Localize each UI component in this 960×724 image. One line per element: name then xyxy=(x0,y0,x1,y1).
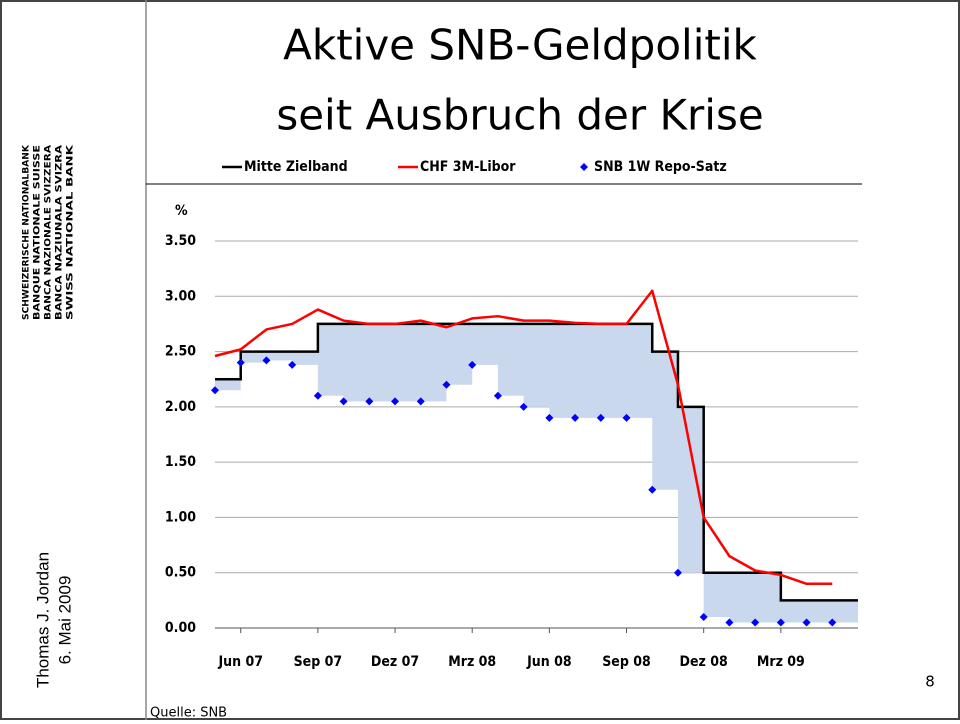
marker xyxy=(699,612,708,621)
marker xyxy=(365,397,374,406)
marker xyxy=(468,360,477,369)
marker xyxy=(622,413,631,422)
logo-line: SWISS NATIONAL BANK xyxy=(66,143,76,320)
y-tick-label: 1.00 xyxy=(165,509,196,525)
source: Quelle: SNB xyxy=(150,706,227,721)
marker xyxy=(442,380,451,389)
x-tick-label: Sep 07 xyxy=(294,654,343,670)
marker xyxy=(416,397,425,406)
marker xyxy=(725,618,734,627)
marker xyxy=(288,360,297,369)
step-line xyxy=(215,322,858,602)
marker xyxy=(339,397,348,406)
marker xyxy=(545,413,554,422)
chart-title: seit Ausbruch der Krise xyxy=(276,91,763,140)
page-number: 8 xyxy=(925,673,935,691)
line xyxy=(214,289,833,586)
marker xyxy=(391,397,400,406)
logo-line: SCHWEIZERISCHE NATIONALBANK xyxy=(22,144,32,320)
y-tick-label: 2.00 xyxy=(165,399,196,415)
marker xyxy=(236,358,245,367)
marker xyxy=(313,391,322,400)
author: Thomas J. Jordan xyxy=(33,552,52,688)
legend-label: CHF 3M-Libor xyxy=(420,159,516,175)
marker xyxy=(828,618,837,627)
marker xyxy=(571,413,580,422)
x-tick-label: Mrz 08 xyxy=(448,654,496,670)
marker xyxy=(262,356,271,365)
x-tick-label: Jun 08 xyxy=(526,654,572,670)
marker xyxy=(673,568,682,577)
marker xyxy=(493,391,502,400)
y-tick-label: 3.00 xyxy=(165,288,196,304)
y-tick-label: 0.00 xyxy=(165,620,196,636)
logo-line: BANCA NAZIONALE SVIZZERA xyxy=(44,145,54,320)
x-tick-label: Dez 08 xyxy=(680,654,728,670)
x-tick-label: Sep 08 xyxy=(602,654,651,670)
marker xyxy=(648,485,657,494)
chart-title: Aktive SNB-Geldpolitik xyxy=(283,21,757,70)
marker xyxy=(802,618,811,627)
y-tick-label: 2.50 xyxy=(165,344,196,360)
legend-label: Mitte Zielband xyxy=(244,159,348,175)
marker xyxy=(776,618,785,627)
marker xyxy=(519,402,528,411)
y-tick-label: 3.50 xyxy=(165,233,196,249)
x-tick-label: Mrz 09 xyxy=(757,654,805,670)
marker xyxy=(211,386,219,395)
logo-line: BANCA NAZIUNALA SVIZRA xyxy=(55,145,65,320)
x-tick-label: Dez 07 xyxy=(371,654,419,670)
corridor-area xyxy=(215,323,858,623)
marker xyxy=(751,618,760,627)
y-tick-label: 0.50 xyxy=(165,565,196,581)
date: 6. Mai 2009 xyxy=(55,576,74,665)
y-axis-label: % xyxy=(175,203,188,219)
logo: SCHWEIZERISCHE NATIONALBANK BANQUE NATION… xyxy=(22,143,76,320)
marker xyxy=(596,413,605,422)
legend-swatch xyxy=(580,163,588,171)
y-tick-label: 1.50 xyxy=(165,454,196,470)
logo-line: BANQUE NATIONALE SUISSE xyxy=(33,145,43,320)
x-tick-label: Jun 07 xyxy=(217,654,263,670)
legend-label: SNB 1W Repo-Satz xyxy=(594,159,727,175)
